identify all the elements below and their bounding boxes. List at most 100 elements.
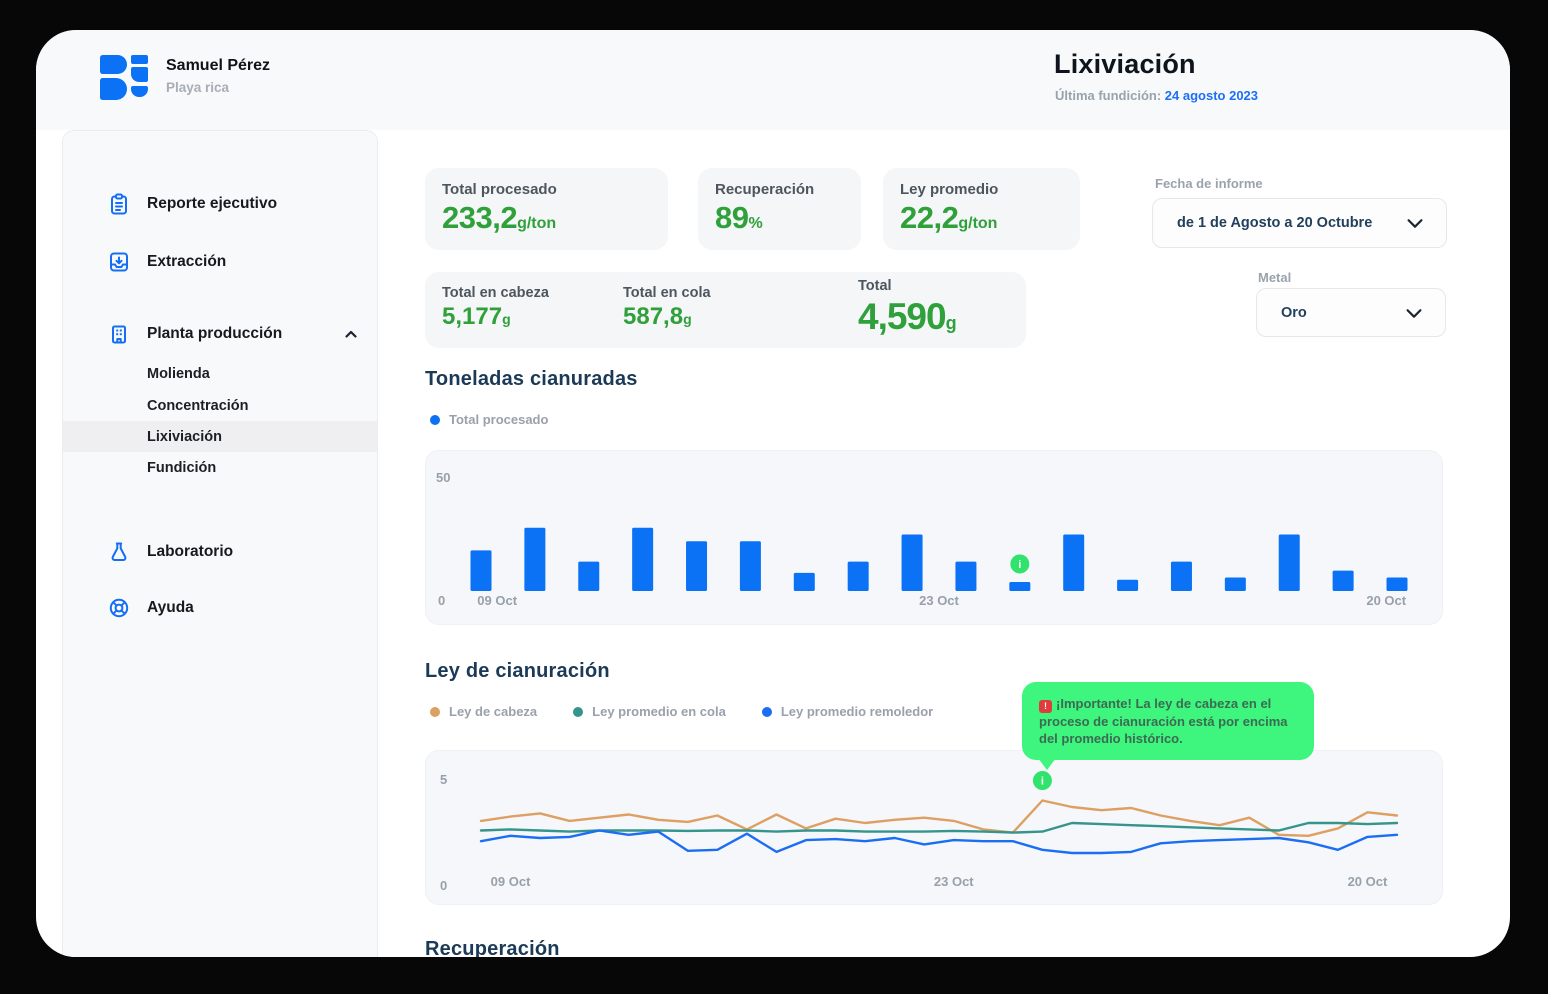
sidebar-item-label: Planta producción (147, 325, 283, 342)
report-date-value: de 1 de Agosto a 20 Octubre (1177, 215, 1373, 231)
kpi-unit: % (748, 215, 763, 232)
sidebar-item-label: Laboratorio (147, 543, 234, 560)
kpi-card-recuperacion: Recuperación 89% (698, 168, 861, 250)
total-label: Total en cabeza (442, 285, 549, 301)
kpi-value: 233,2 (442, 200, 518, 235)
kpi-value: 89 (715, 200, 749, 235)
sidebar-item-extraccion[interactable]: Extracción (63, 247, 377, 277)
kpi-value: 22,2 (900, 200, 959, 235)
alert-emoji-icon: ! (1039, 700, 1052, 713)
legend-item: Ley de cabeza (430, 704, 537, 719)
section-title-recuperacion: Recuperación (425, 938, 560, 957)
sidebar-item-planta-produccion[interactable]: Planta producción (63, 319, 377, 349)
legend-dot (430, 706, 440, 717)
total-unit: g (945, 313, 957, 333)
svg-text:23 Oct: 23 Oct (919, 593, 959, 608)
total-label: Total en cola (623, 285, 711, 301)
legend-label: Ley promedio remoledor (780, 704, 934, 719)
legend-dot (761, 706, 772, 717)
svg-text:23 Oct: 23 Oct (934, 874, 974, 889)
chevron-up-icon[interactable] (341, 324, 361, 344)
kpi-unit: g/ton (517, 215, 557, 232)
metal-label: Metal (1258, 270, 1292, 285)
total-label: Total (858, 278, 892, 294)
svg-text:09 Oct: 09 Oct (477, 593, 517, 608)
sidebar: Reporte ejecutivo Extracción (62, 130, 378, 957)
sidebar-item-molienda[interactable]: Molienda (63, 358, 377, 389)
kpi-card-ley-promedio: Ley promedio 22,2g/ton (883, 168, 1080, 250)
metal-value: Oro (1281, 304, 1307, 321)
section-title-toneladas: Toneladas cianuradas (425, 368, 638, 390)
kpi-unit: g/ton (958, 215, 998, 232)
kpi-label: Total procesado (442, 181, 557, 198)
legend-dot (430, 414, 440, 425)
total-value: 587,8 (623, 303, 684, 330)
lifebuoy-icon (107, 596, 131, 620)
last-smelting-label: Última fundición: (1055, 88, 1162, 103)
svg-text:i: i (1041, 776, 1044, 788)
clipboard-icon (107, 192, 131, 216)
last-smelting-date: 24 agosto 2023 (1164, 88, 1259, 103)
legend-label: Ley promedio en cola (592, 704, 726, 719)
legend-item: Ley promedio en cola (573, 704, 726, 719)
kpi-label: Recuperación (715, 181, 815, 198)
svg-text:20 Oct: 20 Oct (1366, 593, 1406, 608)
alert-tooltip: ! ¡Importante! La ley de cabeza en el pro… (1022, 682, 1314, 770)
user-name: Samuel Pérez (166, 57, 271, 74)
flask-icon (107, 540, 131, 564)
line-chart-legend: Ley de cabeza Ley promedio en cola Ley p… (430, 704, 933, 719)
user-subtitle: Playa rica (166, 80, 230, 95)
sidebar-child-label: Concentración (147, 397, 249, 414)
kpi-label: Ley promedio (900, 181, 999, 198)
company-logo-icon (100, 55, 148, 101)
sidebar-item-concentracion[interactable]: Concentración (63, 390, 377, 421)
sidebar-item-label: Extracción (147, 253, 227, 270)
total-value: 4,590 (858, 296, 947, 337)
total-value: 5,177 (442, 303, 503, 330)
sidebar-item-fundicion[interactable]: Fundición (63, 452, 377, 483)
chevron-down-icon (1406, 308, 1422, 318)
toneladas-bar-chart[interactable]: 50 0 09 Oct 23 Oct 20 Oct i (426, 451, 1442, 624)
sidebar-child-label: Molienda (147, 365, 210, 382)
alert-tooltip-text: ¡Importante! La ley de cabeza en el proc… (1039, 696, 1288, 746)
svg-text:i: i (1018, 559, 1021, 571)
app-window: Samuel Pérez Playa rica Lixiviación Últi… (36, 30, 1510, 957)
ley-cianuracion-line-chart[interactable]: 5 0 09 Oct 23 Oct 20 Oct i (426, 751, 1442, 904)
svg-text:5: 5 (440, 772, 447, 787)
sidebar-item-lixiviacion[interactable]: Lixiviación (63, 421, 377, 452)
sidebar-item-label: Ayuda (147, 599, 194, 616)
totals-card: Total en cabeza 5,177g Total en cola 587… (425, 272, 1026, 348)
svg-text:09 Oct: 09 Oct (491, 874, 531, 889)
last-smelting: Última fundición: 24 agosto 2023 (1055, 88, 1258, 103)
sidebar-child-label: Fundición (147, 459, 217, 476)
legend-item: Ley promedio remoledor (761, 704, 934, 719)
report-date-select[interactable]: de 1 de Agosto a 20 Octubre (1152, 198, 1447, 248)
sidebar-item-label: Reporte ejecutivo (147, 195, 278, 212)
section-title-ley-cianuracion: Ley de cianuración (425, 660, 610, 682)
chevron-down-icon (1407, 219, 1423, 228)
svg-text:50: 50 (436, 470, 450, 485)
legend-item: Total procesado (430, 412, 548, 427)
bar-chart-legend: Total procesado (430, 412, 548, 427)
sidebar-child-label: Lixiviación (147, 428, 222, 445)
report-date-label: Fecha de informe (1155, 176, 1263, 191)
metal-select[interactable]: Oro (1256, 288, 1446, 337)
download-tray-icon (107, 250, 131, 274)
header: Samuel Pérez Playa rica Lixiviación Últi… (36, 30, 1510, 130)
legend-dot (573, 706, 584, 717)
svg-text:0: 0 (438, 593, 445, 608)
total-unit: g (683, 311, 692, 327)
line-chart-panel: 5 0 09 Oct 23 Oct 20 Oct i (425, 750, 1443, 905)
svg-text:0: 0 (440, 878, 447, 893)
svg-text:20 Oct: 20 Oct (1348, 874, 1388, 889)
sidebar-item-reporte-ejecutivo[interactable]: Reporte ejecutivo (63, 189, 377, 219)
sidebar-item-laboratorio[interactable]: Laboratorio (63, 537, 377, 567)
factory-icon (107, 322, 131, 346)
sidebar-item-ayuda[interactable]: Ayuda (63, 593, 377, 623)
bar-chart-panel: 50 0 09 Oct 23 Oct 20 Oct i (425, 450, 1443, 625)
legend-label: Total procesado (449, 412, 549, 427)
legend-label: Ley de cabeza (449, 704, 538, 719)
total-unit: g (502, 311, 511, 327)
page-title: Lixiviación (1054, 49, 1196, 79)
kpi-card-total-procesado: Total procesado 233,2g/ton (425, 168, 668, 250)
